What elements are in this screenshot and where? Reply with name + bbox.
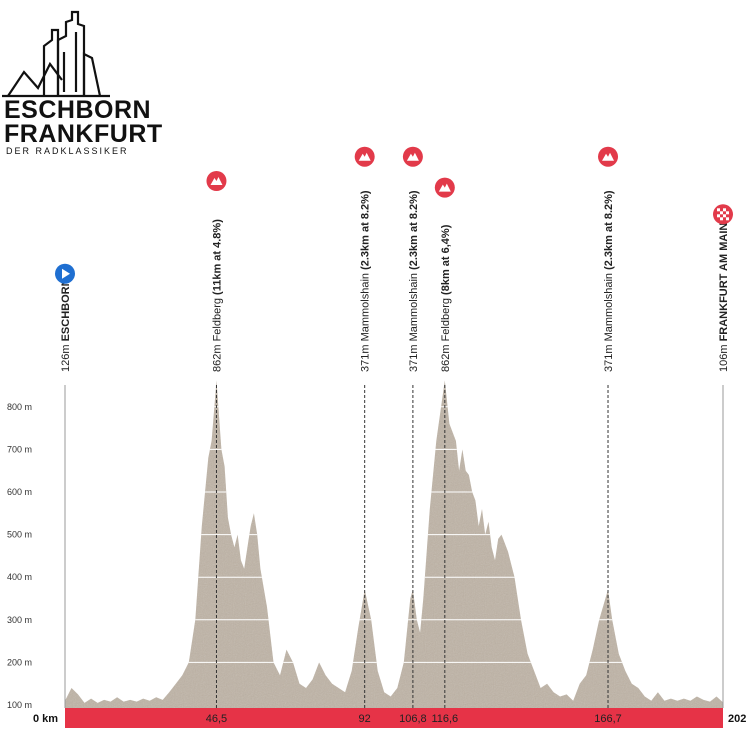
mountain-icon xyxy=(598,146,619,167)
waypoint-labels: 126m ESCHBORN 862m Feldberg (11km at 4.8%… xyxy=(55,146,733,372)
waypoint-lines-layer xyxy=(64,385,724,708)
terrain-layer xyxy=(65,380,723,710)
km-marker-label: 166,7 xyxy=(594,713,622,725)
y-tick-label: 600 m xyxy=(7,487,32,497)
y-tick-label: 800 m xyxy=(7,402,32,412)
mountain-icon xyxy=(206,171,227,191)
waypoint-label: 371m Mammolshain (2.3km at 8.2%) xyxy=(603,190,615,372)
x-start-label: 0 km xyxy=(33,713,58,725)
distance-bar-rect xyxy=(65,708,723,728)
distance-bar: 0 km 202 46,5 92 106,8 116,6 166,7 xyxy=(33,708,746,728)
y-tick-label: 200 m xyxy=(7,657,32,667)
waypoint-label: 126m ESCHBORN xyxy=(60,278,72,372)
mountain-icon xyxy=(354,146,375,167)
waypoint-label: 371m Mammolshain (2.3km at 8.2%) xyxy=(408,190,420,372)
y-tick-label: 400 m xyxy=(7,572,32,582)
y-axis: 100 m 200 m 300 m 400 m 500 m 600 m 700 m 800 m xyxy=(7,402,32,710)
km-marker-label: 116,6 xyxy=(431,713,458,725)
logo-title-line2: FRANKFURT xyxy=(4,120,163,148)
skyline-icon xyxy=(2,10,110,98)
y-tick-label: 100 m xyxy=(7,700,32,710)
y-tick-label: 700 m xyxy=(7,444,32,454)
logo-title-line1: ESCHBORN xyxy=(4,96,152,124)
waypoint-label: 106m FRANKFURT AM MAIN xyxy=(718,223,730,372)
gridlines-over xyxy=(65,406,723,663)
km-marker-label: 106,8 xyxy=(399,713,427,725)
km-marker-label: 92 xyxy=(359,713,371,725)
finish-flag-icon xyxy=(713,204,733,225)
x-end-label: 202 xyxy=(728,713,746,725)
waypoint-label: 862m Feldberg (11km at 4.8%) xyxy=(211,219,223,372)
start-icon xyxy=(55,263,75,284)
km-marker-label: 46,5 xyxy=(206,713,227,725)
y-tick-label: 300 m xyxy=(7,615,32,625)
waypoint-label: 862m Feldberg (8km at 6,4%) xyxy=(440,224,452,372)
y-tick-label: 500 m xyxy=(7,530,32,540)
race-logo: ESCHBORN FRANKFURT DER RADKLASSIKER xyxy=(0,0,162,170)
mountain-icon xyxy=(402,146,423,167)
elevation-area xyxy=(65,380,723,710)
waypoint-label: 371m Mammolshain (2.3km at 8.2%) xyxy=(360,190,372,372)
mountain-icon xyxy=(434,177,455,198)
logo-subtitle: DER RADKLASSIKER xyxy=(6,146,129,156)
